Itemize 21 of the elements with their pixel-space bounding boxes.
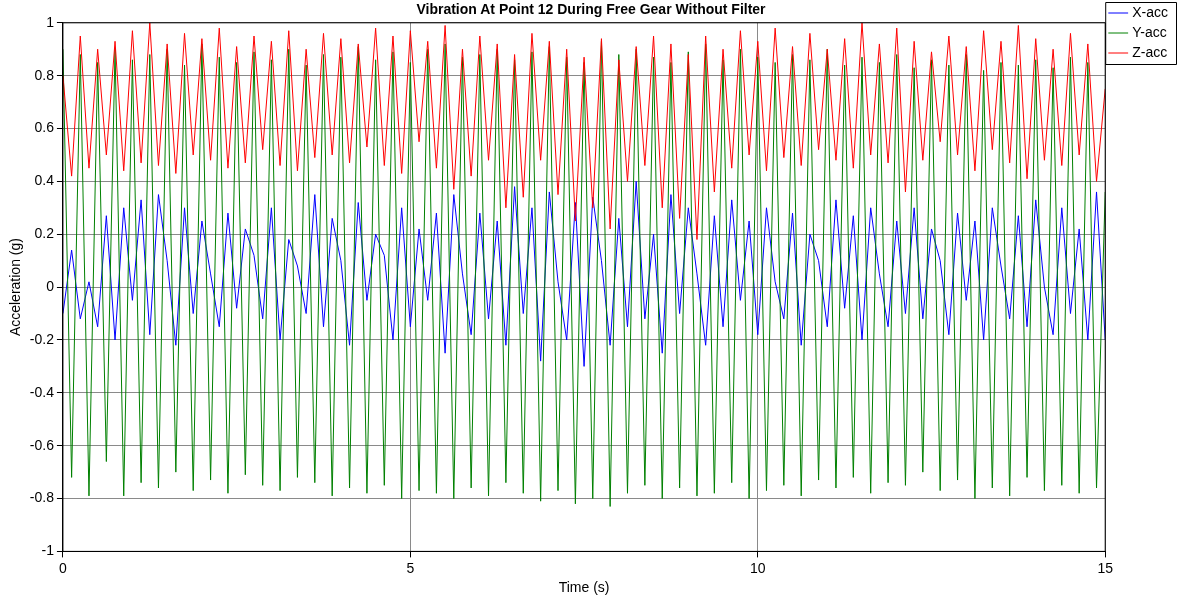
y-tick-label: -0.4 bbox=[29, 383, 55, 400]
x-tick-label: 15 bbox=[1097, 559, 1114, 576]
y-tick-label: 1 bbox=[46, 13, 55, 30]
y-tick-label: 0.6 bbox=[34, 119, 55, 136]
x-tick-label: 5 bbox=[406, 559, 415, 576]
y-tick-label: 0.8 bbox=[34, 66, 55, 83]
legend-label: Z-acc bbox=[1132, 43, 1168, 60]
x-axis-title: Time (s) bbox=[558, 579, 610, 596]
x-tick-label: 0 bbox=[59, 559, 68, 576]
y-tick-label: -0.8 bbox=[29, 489, 55, 506]
legend-label: Y-acc bbox=[1132, 23, 1167, 40]
y-tick-label: 0.2 bbox=[34, 225, 55, 242]
y-axis-title: Acceleration (g) bbox=[7, 238, 24, 337]
x-tick-label: 10 bbox=[749, 559, 766, 576]
y-tick-label: -0.6 bbox=[29, 436, 55, 453]
y-tick-label: 0 bbox=[46, 277, 55, 294]
y-tick-label: -1 bbox=[41, 542, 55, 559]
chart-title: Vibration At Point 12 During Free Gear Without Filter bbox=[416, 1, 767, 18]
legend-label: X-acc bbox=[1132, 3, 1169, 20]
y-tick-label: 0.4 bbox=[34, 172, 55, 189]
y-tick-label: -0.2 bbox=[29, 330, 55, 347]
